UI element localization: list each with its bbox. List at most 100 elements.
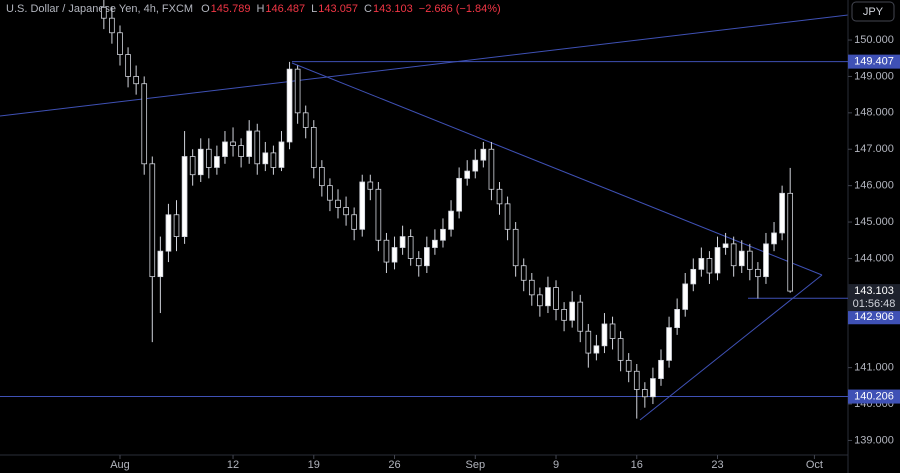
last-price-box [848,284,900,312]
ohlc-value: 143.057 [318,3,358,15]
currency-label[interactable]: JPY [863,6,884,18]
candle-body [738,250,745,267]
y-tick-label: 147.000 [854,143,894,155]
x-tick-label: Oct [806,459,823,471]
candle-body [714,247,721,274]
candle-body [278,141,285,168]
candle-body [133,76,139,85]
candle-body [125,54,131,77]
y-tick-label: 145.000 [854,216,894,228]
candle-body [141,83,148,165]
candle-body [238,145,244,157]
candle-body [787,192,794,292]
candle-body [682,283,689,310]
candle-body [189,156,196,176]
candle-body [117,32,123,55]
candle-body [512,228,519,267]
candle-body [254,130,261,165]
x-tick-label: 12 [227,459,239,471]
candle-body [585,330,592,354]
candle-body [319,167,325,187]
candle-body [173,214,180,237]
candle-body [771,232,777,245]
price-label: 149.407 [854,56,894,68]
candle-body [690,268,697,285]
change: −2.686 (−1.84%) [419,3,501,15]
candle-body [730,243,737,267]
candle-body [537,294,543,307]
candle-body [109,17,115,34]
candle-body [593,345,600,354]
candle-body [432,239,438,248]
candle-body [666,327,672,361]
candle-body [472,159,479,172]
trend-line [0,14,849,117]
x-tick-label: 19 [308,459,320,471]
candle-body [650,378,656,398]
candle-body [496,188,503,205]
countdown: 01:56:48 [853,298,896,310]
candle-body [488,148,495,190]
candle-body [367,181,374,190]
candle-body [755,268,761,278]
candle-body [464,170,471,179]
ohlc-value: 146.487 [265,3,305,15]
candle-body [722,243,729,248]
candle-body [674,308,680,328]
ohlc-value: 145.789 [211,3,251,15]
candle-body [399,236,406,248]
candle-body [642,389,648,398]
candle-body [448,210,454,230]
candle-body [214,156,220,168]
candle-body [577,301,584,332]
candle-body [262,152,269,165]
currency-button[interactable] [851,1,895,22]
y-tick-label: 139.000 [854,434,894,446]
candle-body [424,247,430,267]
candle-body [246,130,253,157]
x-tick-label: 26 [388,459,400,471]
header: U.S. Dollar / Japanese Yen, 4h, FXCM O 14… [6,3,501,15]
candle-body [440,228,446,241]
symbol: U.S. Dollar / Japanese Yen, 4h, FXCM [6,3,193,15]
candle-body [222,141,228,157]
candle-body [205,148,212,168]
candle-body [101,6,107,19]
price-label: 142.906 [854,311,894,323]
candle-body [561,308,567,321]
last-price: 143.103 [854,285,894,297]
candle-body [391,247,398,263]
candle-body [658,359,664,379]
candle-body [569,301,575,321]
trend-line [639,274,823,421]
x-tick-label: 23 [711,459,723,471]
y-tick-label: 150.000 [854,34,894,46]
price-label: 140.206 [854,390,894,402]
price-label-box [848,54,900,69]
candle-body [545,287,551,307]
y-tick-label: 141.000 [854,362,894,374]
candle-body [407,236,414,259]
y-tick-label: 144.000 [854,252,894,264]
price-label-box [848,389,900,404]
candle-body [149,163,156,278]
candle-body [617,338,624,361]
candle-body [294,68,301,114]
candle-body [197,148,204,176]
candle-body [601,323,608,347]
candle-body [779,192,785,234]
y-tick-label: 146.000 [854,180,894,192]
candle-body [633,370,640,390]
ohlc-key: L [311,3,317,15]
candle-body [746,250,753,270]
candle-body [383,239,390,263]
candle-body [553,287,559,310]
candle-body [456,177,462,212]
ohlc-value: 143.103 [373,3,413,15]
x-tick-label: Sep [465,459,485,471]
candle-body [270,152,277,168]
x-tick-label: 9 [553,459,559,471]
candle-body [528,279,535,296]
y-tick-label: 148.000 [854,107,894,119]
